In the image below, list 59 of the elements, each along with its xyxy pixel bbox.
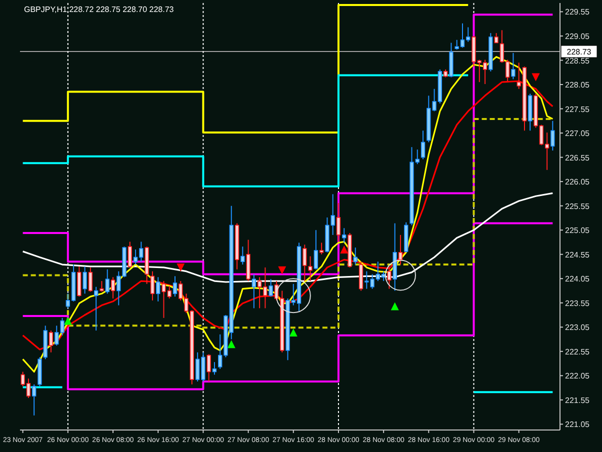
y-tick-label: 227.05 <box>565 129 590 138</box>
candlestick <box>268 278 273 298</box>
candlestick <box>252 274 256 309</box>
point <box>227 340 236 348</box>
y-tick-label: 222.55 <box>565 347 590 356</box>
candlestick <box>550 120 555 152</box>
candlestick <box>308 256 312 282</box>
y-tick-label: 224.55 <box>565 250 590 260</box>
candlestick <box>319 242 324 255</box>
candlestick <box>82 266 87 294</box>
chart-title: GBPJPY,H1 228.72 228.75 228.70 228.73 <box>24 5 174 14</box>
y-tick-label: 229.05 <box>565 32 590 41</box>
point <box>289 328 298 336</box>
candlestick <box>128 241 132 268</box>
point <box>176 263 185 272</box>
candlestick <box>77 266 82 298</box>
y-tick-label: 221.05 <box>565 420 590 430</box>
candlestick <box>494 32 498 44</box>
candlestick <box>398 234 403 266</box>
y-tick-label: 223.55 <box>565 298 590 308</box>
candlestick <box>240 246 245 266</box>
y-tick-label: 226.55 <box>565 153 590 162</box>
point <box>278 266 286 274</box>
point <box>64 316 72 325</box>
y-tick-label: 229.55 <box>565 8 590 17</box>
candlestick <box>156 276 160 302</box>
candlestick <box>100 280 104 292</box>
candlestick <box>32 384 36 416</box>
point <box>532 73 540 82</box>
y-tick-label: 228.55 <box>565 56 590 66</box>
candlestick <box>212 362 217 376</box>
y-tick-label: 221.55 <box>565 396 590 405</box>
candlestick <box>342 228 346 244</box>
candlestick <box>94 286 98 332</box>
ref-line-label: 228.73 <box>566 48 592 57</box>
candlestick <box>314 230 318 270</box>
candlestick <box>110 276 116 300</box>
y-tick-label: 223.05 <box>565 323 590 332</box>
y-tick-label: 224.05 <box>565 274 590 284</box>
candlestick <box>48 330 54 353</box>
candlestick <box>511 52 516 80</box>
candlestick <box>420 130 426 160</box>
candlestick <box>353 247 358 266</box>
candlestick <box>302 244 307 282</box>
candlestick <box>172 276 178 298</box>
candlestick <box>105 268 110 294</box>
candlestick <box>336 202 341 242</box>
y-tick-label: 226.05 <box>565 178 590 187</box>
candlestick <box>387 266 392 290</box>
candlestick <box>206 354 211 382</box>
point <box>390 302 399 310</box>
y-tick-label: 227.55 <box>565 104 590 114</box>
y-tick-label: 225.05 <box>565 226 590 236</box>
candlestick <box>88 266 93 292</box>
y-tick-label: 228.05 <box>565 80 590 90</box>
candlestick <box>150 270 155 301</box>
point <box>340 245 348 254</box>
y-tick-label: 225.55 <box>565 202 590 211</box>
y-tick-label: 222.05 <box>565 372 590 381</box>
